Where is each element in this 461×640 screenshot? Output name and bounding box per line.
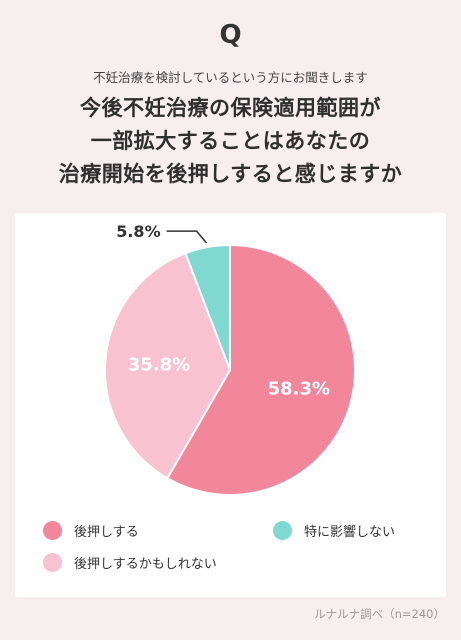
legend-item-no-effect: 特に影響しない	[273, 521, 395, 540]
pie-label-no-effect: 5.8%	[116, 222, 160, 241]
legend-item-maybe: 後押しするかもしれない	[43, 553, 217, 572]
legend-label-maybe: 後押しするかもしれない	[74, 557, 217, 572]
pie-slice-push	[165, 243, 356, 496]
pie-leader-line-no-effect	[166, 230, 208, 244]
pie-label-maybe: 35.8%	[128, 354, 190, 375]
title-line-2: 一部拡大することはあなたの	[90, 129, 371, 153]
survey-subtitle: 不妊治療を検討しているという方にお聞きします	[93, 70, 368, 85]
legend-label-push: 後押しする	[74, 525, 139, 540]
title-line-3: 治療開始を後押しすると感じますか	[58, 162, 403, 186]
chart-card: 58.3% 35.8% 5.8% 後押しする 特に影響しない 後押しするかもしれない	[15, 213, 446, 597]
pie-chart: 58.3% 35.8% 5.8%	[104, 222, 356, 496]
legend-label-no-effect: 特に影響しない	[304, 525, 396, 540]
question-mark: Q	[219, 20, 242, 50]
pie-label-push: 58.3%	[268, 378, 330, 399]
pie-slice-no-effect	[184, 243, 231, 371]
source-note: ルナルナ調べ（n=240）	[314, 607, 445, 621]
legend-swatch-no-effect	[273, 521, 292, 540]
title-line-1: 今後不妊治療の保険適用範囲が	[80, 96, 381, 120]
legend-item-push: 後押しする	[43, 521, 139, 540]
legend-swatch-push	[43, 521, 62, 540]
legend-swatch-maybe	[43, 553, 62, 572]
question-title: 今後不妊治療の保険適用範囲が 一部拡大することはあなたの 治療開始を後押しすると…	[0, 92, 461, 191]
pie-slice-maybe	[104, 251, 232, 480]
